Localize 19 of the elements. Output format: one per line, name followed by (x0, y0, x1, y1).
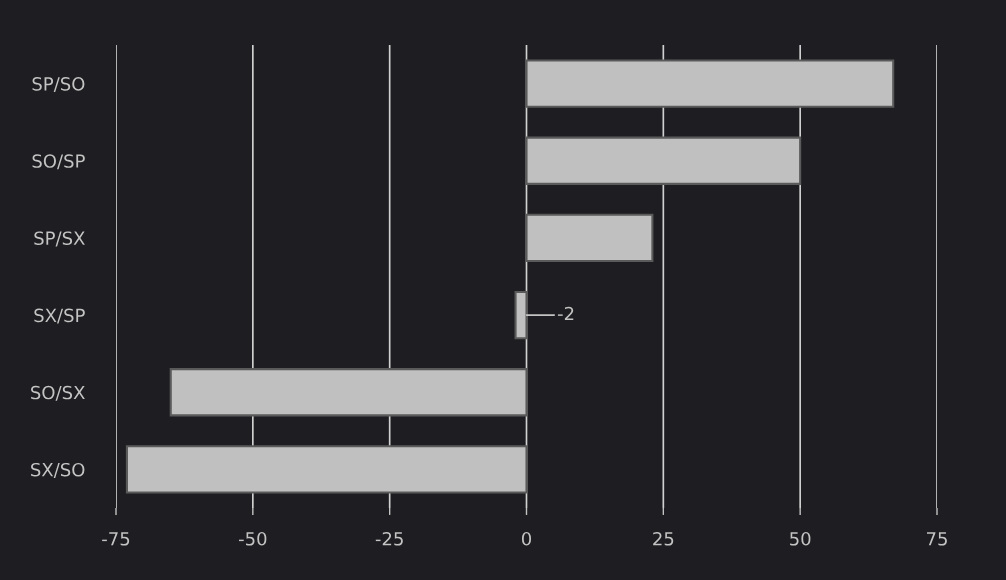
y-tick-label: SX/SO (31, 462, 85, 478)
y-tick-label: SO/SP (32, 154, 85, 170)
x-tick-label: 75 (926, 532, 947, 546)
y-tick-label: SP/SX (34, 231, 85, 247)
bar (169, 368, 528, 417)
x-tick-label: 50 (790, 531, 811, 546)
y-tick-label: SO/SX (31, 385, 85, 401)
x-tick-label: 25 (653, 531, 674, 546)
x-tick-label: 0 (521, 531, 532, 546)
data-label: -2 (557, 306, 574, 321)
y-tick-label: SX/SP (34, 308, 85, 324)
bar (125, 445, 528, 494)
bar (525, 59, 895, 108)
x-tick-label: -25 (375, 531, 403, 546)
bar (525, 213, 654, 263)
x-tick-label: -50 (238, 531, 267, 546)
x-tick-label: -75 (102, 532, 130, 546)
bar (525, 136, 802, 185)
y-tick-label: SP/SO (32, 77, 85, 93)
